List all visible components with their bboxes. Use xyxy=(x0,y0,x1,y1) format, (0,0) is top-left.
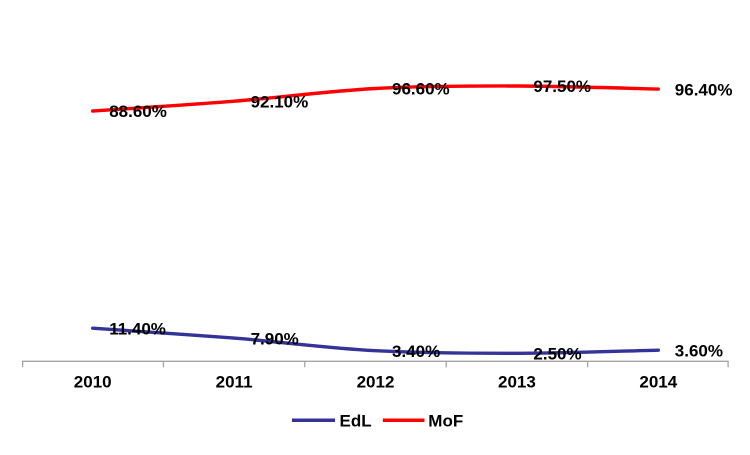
svg-text:3.40%: 3.40% xyxy=(392,342,440,361)
svg-text:2010: 2010 xyxy=(74,373,112,392)
svg-text:2011: 2011 xyxy=(216,373,253,392)
svg-text:MoF: MoF xyxy=(428,411,463,430)
svg-text:3.60%: 3.60% xyxy=(675,341,723,360)
svg-text:7.90%: 7.90% xyxy=(251,329,299,348)
svg-text:11.40%: 11.40% xyxy=(109,319,166,338)
svg-text:88.60%: 88.60% xyxy=(109,102,167,121)
svg-text:97.50%: 97.50% xyxy=(533,77,591,96)
svg-text:92.10%: 92.10% xyxy=(251,92,309,111)
svg-text:EdL: EdL xyxy=(340,411,372,430)
svg-text:2.50%: 2.50% xyxy=(533,345,581,364)
svg-text:2013: 2013 xyxy=(498,373,536,392)
svg-text:2014: 2014 xyxy=(639,373,677,392)
svg-text:96.40%: 96.40% xyxy=(675,80,733,99)
svg-text:96.60%: 96.60% xyxy=(392,80,450,99)
svg-text:2012: 2012 xyxy=(357,373,395,392)
